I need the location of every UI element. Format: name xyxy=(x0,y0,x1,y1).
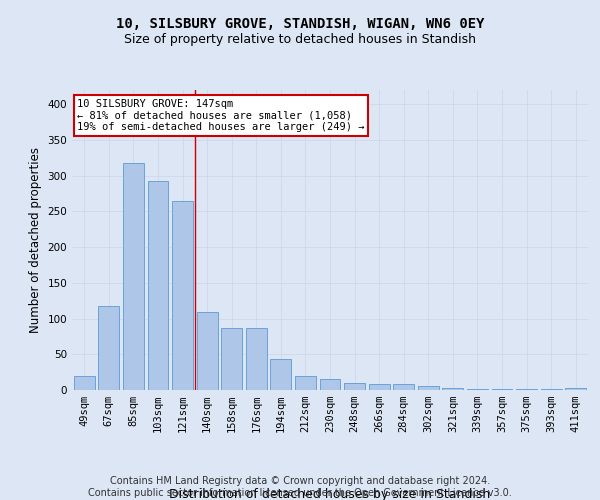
Bar xyxy=(320,380,340,390)
Bar xyxy=(246,328,267,390)
Bar xyxy=(516,388,537,390)
Bar xyxy=(491,388,512,390)
Bar xyxy=(541,388,562,390)
Bar xyxy=(442,388,463,390)
Bar xyxy=(565,388,586,390)
Bar xyxy=(123,163,144,390)
X-axis label: Distribution of detached houses by size in Standish: Distribution of detached houses by size … xyxy=(169,488,491,500)
Bar xyxy=(467,388,488,390)
Bar xyxy=(418,386,439,390)
Bar xyxy=(148,180,169,390)
Y-axis label: Number of detached properties: Number of detached properties xyxy=(29,147,42,333)
Bar xyxy=(74,376,95,390)
Text: Size of property relative to detached houses in Standish: Size of property relative to detached ho… xyxy=(124,32,476,46)
Bar xyxy=(197,312,218,390)
Text: 10, SILSBURY GROVE, STANDISH, WIGAN, WN6 0EY: 10, SILSBURY GROVE, STANDISH, WIGAN, WN6… xyxy=(116,18,484,32)
Bar xyxy=(98,306,119,390)
Text: Contains HM Land Registry data © Crown copyright and database right 2024.
Contai: Contains HM Land Registry data © Crown c… xyxy=(88,476,512,498)
Text: 10 SILSBURY GROVE: 147sqm
← 81% of detached houses are smaller (1,058)
19% of se: 10 SILSBURY GROVE: 147sqm ← 81% of detac… xyxy=(77,99,365,132)
Bar xyxy=(393,384,414,390)
Bar xyxy=(344,383,365,390)
Bar xyxy=(221,328,242,390)
Bar xyxy=(368,384,389,390)
Bar xyxy=(172,200,193,390)
Bar xyxy=(295,376,316,390)
Bar xyxy=(271,358,292,390)
